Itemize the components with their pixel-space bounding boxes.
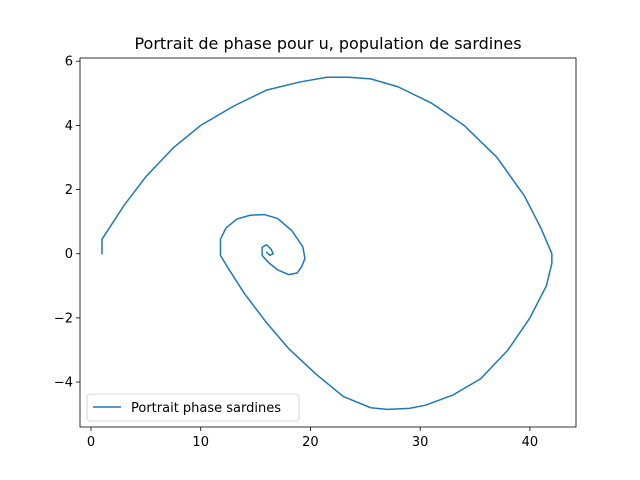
x-tick-label: 10 xyxy=(192,435,209,450)
x-tick-label: 40 xyxy=(522,435,539,450)
x-axis: 0 10 20 30 40 xyxy=(87,427,538,450)
plot-area xyxy=(101,76,553,411)
y-tick-label: 0 xyxy=(65,247,73,262)
legend-box xyxy=(86,393,300,422)
y-tick-label: 4 xyxy=(65,119,73,134)
y-axis: −4 −2 0 2 4 6 xyxy=(54,55,80,391)
y-tick-label: 6 xyxy=(65,55,73,70)
axes-frame xyxy=(79,57,577,428)
x-tick-label: 20 xyxy=(302,435,319,450)
y-tick-label: −4 xyxy=(54,376,73,391)
series-line-portrait-phase-sardines xyxy=(101,76,553,411)
legend-label: Portrait phase sardines xyxy=(131,401,281,416)
legend: Portrait phase sardines xyxy=(86,393,300,422)
x-tick-label: 0 xyxy=(87,435,95,450)
y-tick-label: −2 xyxy=(54,311,73,326)
y-tick-label: 2 xyxy=(65,183,73,198)
x-tick-label: 30 xyxy=(412,435,429,450)
chart-title: Portrait de phase pour u, population de … xyxy=(134,34,521,53)
